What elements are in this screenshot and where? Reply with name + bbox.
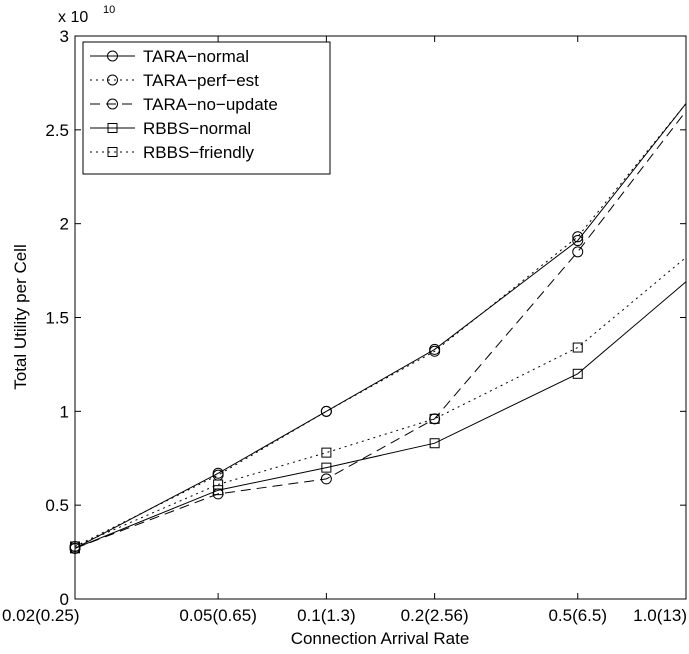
series-rbbs-friendly-point: [572, 342, 583, 353]
legend-rbbs-friendly-marker: [107, 147, 118, 157]
legend-tara-normal-marker: [107, 50, 118, 62]
series-rbbs-friendly-point: [321, 447, 332, 458]
series-tara-perf-est-point: [429, 345, 441, 357]
series-tara-no-update-point: [572, 246, 584, 258]
legend: TARA−normal TARA−perf−est TARA−no−update RB…: [82, 41, 331, 175]
legend-tara-normal-label: TARA−normal: [143, 47, 249, 66]
legend-tara-perf-est-label: TARA−perf−est: [143, 71, 259, 90]
y-tick-label: 2: [60, 215, 69, 234]
series-rbbs-normal-point: [213, 485, 224, 496]
legend-rbbs-normal-label: RBBS−normal: [143, 119, 251, 138]
y-multiplier-exponent: 10: [103, 4, 115, 16]
y-tick-label: 0.5: [45, 496, 69, 515]
series-rbbs-normal-line: [74, 281, 687, 549]
legend-tara-perf-est-marker: [107, 74, 118, 86]
series-tara-no-update-point: [320, 473, 332, 485]
x-axis-label: Connection Arrival Rate: [291, 629, 470, 648]
y-tick-label: 3: [60, 27, 69, 46]
legend-box: [82, 41, 331, 175]
series-rbbs-normal-point: [572, 368, 583, 379]
y-tick-label: 2.5: [45, 121, 69, 140]
series-rbbs-normal-point: [321, 462, 332, 473]
x-tick-label: 0.5(6.5): [548, 606, 607, 625]
series-layer: [69, 103, 687, 554]
ticks-layer: 0.02(0.25) 0.05(0.65) 0.1(1.3) 0.2(2.56) 0.5…: [2, 27, 687, 625]
series-tara-normal-line: [74, 103, 687, 549]
series-tara-perf-est-point: [320, 405, 332, 417]
y-axis-label: Total Utility per Cell: [11, 244, 30, 390]
x-tick-label: 0.2(2.56): [401, 606, 469, 625]
series-rbbs-friendly-point: [429, 413, 440, 424]
y-tick-label: 1.5: [45, 309, 69, 328]
series-rbbs-normal-point: [429, 438, 440, 449]
x-tick-label: 1.0(13): [633, 606, 687, 625]
y-tick-label: 0: [60, 590, 69, 609]
series-tara-perf-est-line: [74, 103, 687, 547]
series-tara-perf-est-point: [572, 231, 584, 243]
y-multiplier-label: x 10: [58, 9, 88, 26]
series-rbbs-friendly-point: [213, 479, 224, 490]
legend-tara-no-update-label: TARA−no−update: [143, 95, 278, 114]
series-tara-normal-point: [572, 235, 584, 247]
legend-tara-no-update-marker: [107, 98, 118, 110]
x-tick-label: 0.05(0.65): [179, 606, 257, 625]
series-rbbs-friendly-line: [74, 257, 687, 547]
legend-rbbs-friendly-label: RBBS−friendly: [143, 143, 255, 162]
legend-rbbs-normal-marker: [107, 123, 118, 133]
y-tick-label: 1: [60, 402, 69, 421]
series-tara-no-update-line: [74, 110, 687, 549]
x-tick-label: 0.1(1.3): [297, 606, 356, 625]
x-tick-label: 0.02(0.25): [2, 606, 80, 625]
